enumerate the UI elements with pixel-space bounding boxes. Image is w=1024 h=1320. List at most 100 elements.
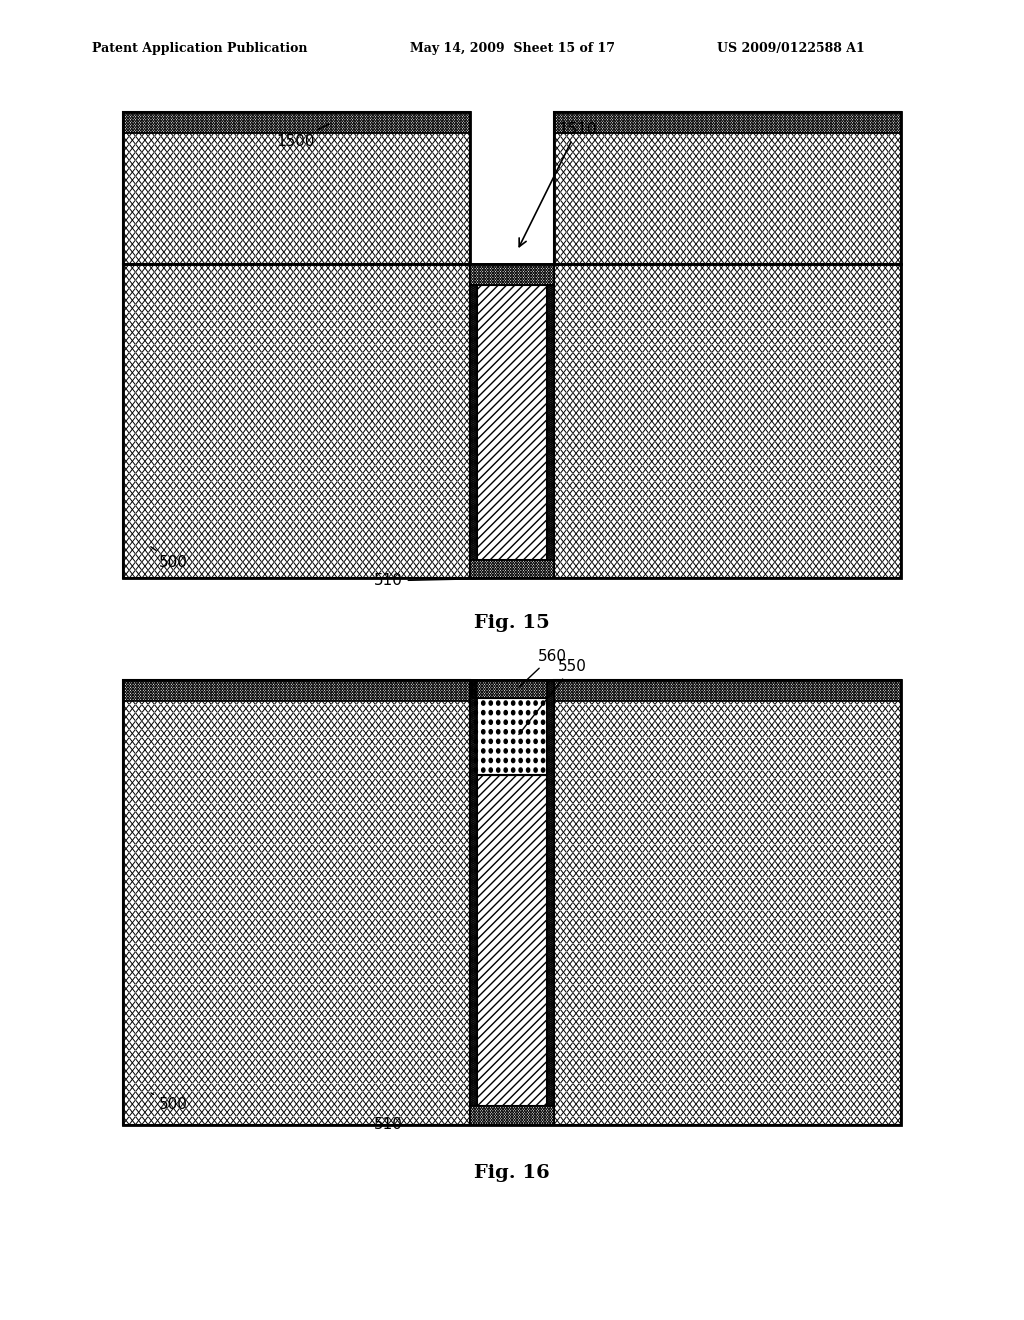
Circle shape — [489, 768, 493, 772]
Circle shape — [504, 701, 507, 705]
Circle shape — [504, 768, 507, 772]
Bar — [472, 680, 547, 698]
Circle shape — [512, 759, 515, 763]
Circle shape — [526, 748, 529, 752]
Circle shape — [497, 730, 500, 734]
Circle shape — [542, 730, 545, 734]
Circle shape — [504, 721, 507, 725]
Circle shape — [481, 768, 485, 772]
Circle shape — [512, 739, 515, 743]
Circle shape — [526, 721, 529, 725]
Circle shape — [474, 710, 477, 714]
Circle shape — [519, 701, 522, 705]
Circle shape — [474, 748, 477, 752]
Bar — [472, 698, 547, 775]
Circle shape — [512, 721, 515, 725]
Circle shape — [519, 710, 522, 714]
Circle shape — [481, 710, 485, 714]
Bar — [554, 680, 901, 1125]
Circle shape — [526, 768, 529, 772]
Text: Fig. 15: Fig. 15 — [474, 614, 550, 632]
Text: 560: 560 — [519, 648, 566, 688]
Circle shape — [481, 701, 485, 705]
Circle shape — [497, 701, 500, 705]
Circle shape — [489, 710, 493, 714]
Bar — [554, 264, 901, 578]
Circle shape — [542, 748, 545, 752]
Bar — [123, 112, 470, 264]
Circle shape — [512, 768, 515, 772]
Bar — [123, 112, 470, 264]
Text: 500: 500 — [151, 546, 187, 570]
Bar — [554, 112, 901, 133]
Circle shape — [504, 730, 507, 734]
Text: Fig. 16: Fig. 16 — [474, 1164, 550, 1183]
Circle shape — [534, 730, 538, 734]
Circle shape — [489, 701, 493, 705]
Text: Patent Application Publication: Patent Application Publication — [92, 42, 307, 55]
Bar — [123, 264, 901, 578]
Circle shape — [534, 759, 538, 763]
Circle shape — [497, 768, 500, 772]
Circle shape — [526, 701, 529, 705]
Circle shape — [512, 730, 515, 734]
Circle shape — [512, 710, 515, 714]
Circle shape — [519, 730, 522, 734]
Bar — [123, 264, 470, 578]
Circle shape — [504, 710, 507, 714]
Text: 550: 550 — [519, 659, 587, 734]
Bar — [554, 112, 901, 264]
Circle shape — [534, 739, 538, 743]
Bar — [123, 680, 470, 701]
Circle shape — [481, 759, 485, 763]
Circle shape — [526, 739, 529, 743]
Circle shape — [526, 710, 529, 714]
Circle shape — [489, 721, 493, 725]
Circle shape — [489, 759, 493, 763]
Circle shape — [497, 748, 500, 752]
Bar — [547, 680, 554, 1106]
Text: 510: 510 — [374, 1117, 504, 1133]
Text: 510: 510 — [374, 573, 504, 589]
Circle shape — [542, 759, 545, 763]
Text: May 14, 2009  Sheet 15 of 17: May 14, 2009 Sheet 15 of 17 — [410, 42, 614, 55]
Circle shape — [474, 701, 477, 705]
Circle shape — [542, 768, 545, 772]
Bar — [123, 112, 470, 133]
Circle shape — [489, 739, 493, 743]
Bar — [554, 112, 901, 264]
Circle shape — [534, 748, 538, 752]
Circle shape — [542, 721, 545, 725]
Circle shape — [504, 748, 507, 752]
Circle shape — [481, 748, 485, 752]
Circle shape — [489, 730, 493, 734]
Circle shape — [534, 768, 538, 772]
Bar — [470, 680, 477, 1106]
Circle shape — [497, 759, 500, 763]
Circle shape — [504, 759, 507, 763]
Bar — [477, 285, 547, 560]
Circle shape — [497, 739, 500, 743]
Text: US 2009/0122588 A1: US 2009/0122588 A1 — [717, 42, 864, 55]
Circle shape — [474, 721, 477, 725]
Circle shape — [474, 730, 477, 734]
Bar — [554, 680, 901, 701]
Circle shape — [474, 768, 477, 772]
Circle shape — [489, 748, 493, 752]
Circle shape — [542, 739, 545, 743]
Circle shape — [497, 710, 500, 714]
Bar — [470, 285, 477, 560]
Circle shape — [481, 730, 485, 734]
Circle shape — [504, 739, 507, 743]
Circle shape — [526, 759, 529, 763]
Circle shape — [519, 759, 522, 763]
Bar — [123, 680, 470, 1125]
Bar — [470, 264, 554, 285]
Bar — [547, 285, 554, 560]
Bar — [477, 775, 547, 1106]
Circle shape — [474, 739, 477, 743]
Circle shape — [534, 701, 538, 705]
Bar — [123, 680, 901, 1125]
Circle shape — [481, 739, 485, 743]
Circle shape — [481, 721, 485, 725]
